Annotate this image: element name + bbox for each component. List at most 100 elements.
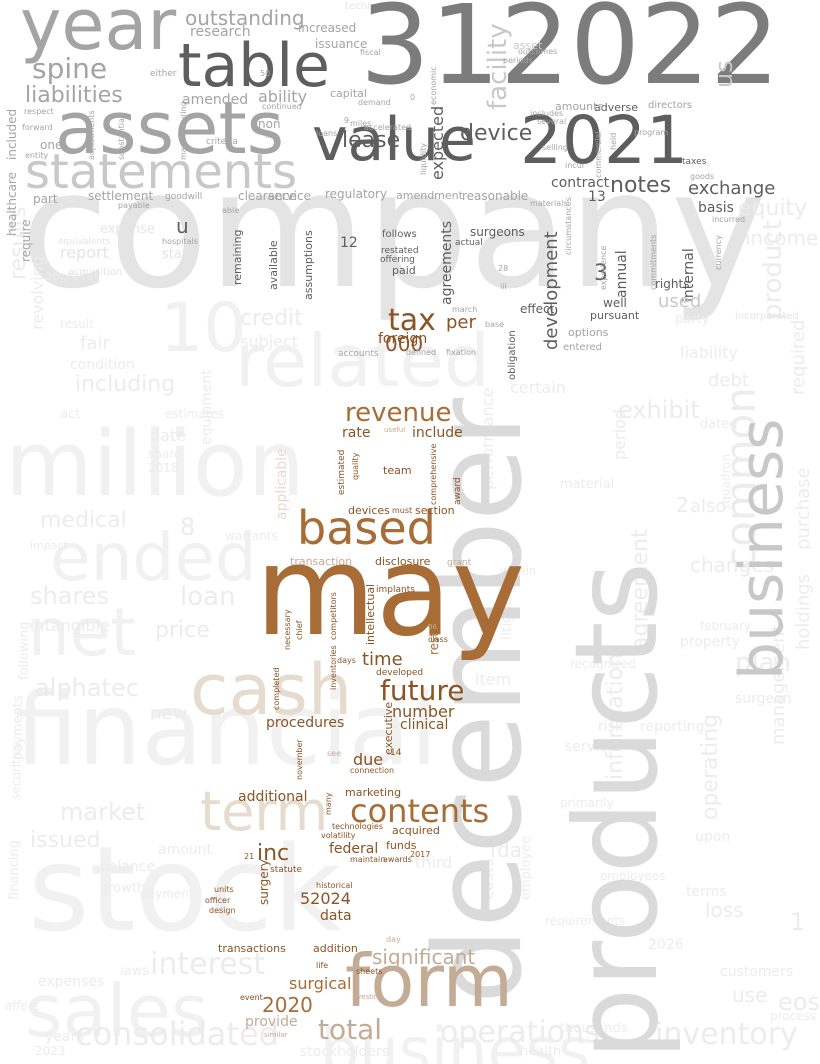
cloud-word: fair bbox=[80, 333, 110, 354]
cloud-word: liability bbox=[680, 343, 738, 362]
cloud-word: use bbox=[732, 983, 768, 1007]
cloud-word: november bbox=[295, 739, 304, 780]
cloud-word: holdings bbox=[793, 573, 814, 650]
cloud-word: dated bbox=[700, 417, 738, 432]
cloud-word: necessary bbox=[283, 609, 292, 650]
cloud-word: market bbox=[60, 798, 146, 826]
cloud-word: fixation bbox=[446, 348, 476, 357]
cloud-word: future bbox=[380, 674, 465, 707]
cloud-word: periods bbox=[503, 56, 533, 65]
cloud-word: material bbox=[560, 477, 615, 492]
cloud-word: 10 bbox=[160, 289, 247, 368]
cloud-word: units bbox=[214, 885, 234, 894]
cloud-word: 2026 bbox=[648, 937, 684, 953]
cloud-word: credit bbox=[240, 306, 303, 331]
cloud-word: ended bbox=[50, 519, 257, 596]
cloud-word: applicable bbox=[274, 448, 290, 520]
cloud-word: expense bbox=[100, 222, 155, 237]
cloud-word: within bbox=[500, 564, 537, 578]
cloud-word: tax bbox=[388, 303, 436, 338]
cloud-word: financing bbox=[7, 840, 22, 900]
cloud-word: substantial bbox=[117, 115, 126, 160]
cloud-word: completed bbox=[272, 667, 281, 710]
cloud-word: volatility bbox=[321, 831, 356, 840]
cloud-word: experience bbox=[599, 245, 608, 290]
cloud-word: days bbox=[337, 656, 356, 665]
cloud-word: commitments bbox=[649, 234, 658, 290]
cloud-word: iii bbox=[500, 282, 507, 291]
cloud-word: manufacturing bbox=[179, 101, 188, 160]
cloud-word: maintain bbox=[350, 855, 386, 864]
cloud-word: options bbox=[568, 326, 609, 339]
cloud-word: reasonable bbox=[462, 189, 529, 203]
cloud-word: comprehensive bbox=[429, 443, 438, 505]
cloud-word: follows bbox=[382, 229, 417, 240]
cloud-word: chief bbox=[295, 620, 304, 640]
cloud-word: thousands bbox=[560, 1021, 628, 1036]
cloud-word: 2020 bbox=[262, 993, 313, 1017]
cloud-word: 12 bbox=[340, 235, 358, 251]
cloud-word: contract bbox=[551, 175, 610, 191]
cloud-word: related bbox=[235, 319, 490, 403]
cloud-word: 06 bbox=[428, 623, 437, 631]
cloud-word: debt bbox=[708, 370, 749, 391]
cloud-word: section bbox=[415, 504, 455, 517]
cloud-word: changes bbox=[690, 553, 775, 577]
cloud-word: materials bbox=[530, 199, 568, 208]
cloud-word: significant bbox=[372, 945, 476, 969]
cloud-word: 9 bbox=[344, 116, 350, 125]
cloud-word: amendment bbox=[396, 189, 463, 202]
cloud-word: purchase bbox=[793, 467, 814, 550]
cloud-word: 2018 bbox=[148, 461, 179, 475]
cloud-word: warrants bbox=[225, 529, 278, 543]
cloud-word: incur bbox=[565, 161, 586, 170]
cloud-word: demand bbox=[358, 98, 391, 107]
cloud-word: 2021 bbox=[520, 102, 688, 179]
cloud-word: health bbox=[520, 1044, 562, 1059]
cloud-word: 2023 bbox=[35, 1044, 66, 1058]
cloud-word: terms bbox=[686, 884, 727, 900]
cloud-word: one bbox=[40, 138, 63, 152]
cloud-word: amounts bbox=[555, 100, 604, 113]
cloud-word: subject bbox=[240, 332, 298, 351]
cloud-word: 50 bbox=[260, 69, 271, 78]
cloud-word: taxes bbox=[682, 157, 707, 167]
cloud-word: us bbox=[710, 60, 738, 88]
cloud-word: file bbox=[265, 131, 278, 140]
cloud-word: regulatory bbox=[325, 187, 388, 201]
cloud-word: condition bbox=[70, 357, 135, 373]
cloud-word: alphatec bbox=[35, 674, 139, 702]
cloud-word: forward bbox=[22, 123, 53, 132]
cloud-word: life bbox=[316, 961, 329, 970]
cloud-word: procedures bbox=[266, 715, 345, 731]
cloud-word: act bbox=[60, 407, 81, 422]
cloud-word: amount bbox=[158, 842, 213, 858]
cloud-word: additional bbox=[238, 789, 308, 805]
cloud-word: term bbox=[200, 780, 329, 843]
cloud-word: risk bbox=[598, 719, 624, 735]
cloud-word: provide bbox=[245, 1014, 298, 1030]
cloud-word: offering bbox=[380, 255, 415, 265]
cloud-word: see bbox=[327, 749, 342, 758]
cloud-word: form bbox=[345, 939, 513, 1023]
cloud-word: medical bbox=[40, 508, 127, 533]
cloud-word: incorporated bbox=[735, 311, 799, 322]
cloud-word: stockholders bbox=[300, 1044, 390, 1060]
cloud-word: requirements bbox=[545, 914, 626, 928]
cloud-word: able bbox=[222, 206, 240, 215]
cloud-word: years bbox=[45, 1029, 84, 1045]
cloud-word: accelerated bbox=[364, 123, 412, 132]
cloud-word: equity bbox=[738, 196, 808, 221]
cloud-word: upon bbox=[695, 829, 731, 845]
cloud-word: exhibit bbox=[618, 396, 700, 424]
cloud-word: cash bbox=[190, 649, 353, 731]
cloud-word: date bbox=[150, 426, 187, 445]
cloud-word: either bbox=[150, 69, 177, 79]
cloud-word: historical bbox=[316, 881, 353, 890]
cloud-word: inc bbox=[257, 841, 290, 866]
cloud-word: 14 bbox=[390, 748, 402, 758]
cloud-word: new bbox=[150, 703, 188, 724]
cloud-word: may bbox=[255, 520, 526, 664]
cloud-word: annual bbox=[614, 250, 630, 298]
cloud-word: commercial bbox=[594, 131, 603, 178]
